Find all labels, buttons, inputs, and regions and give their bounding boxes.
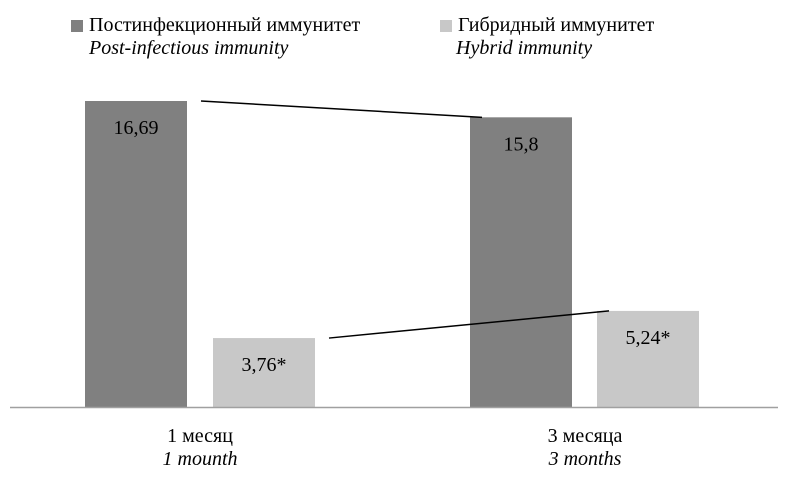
bar-2-2: [597, 310, 699, 407]
bar-1-2: [470, 117, 572, 407]
trend-line-1: [200, 100, 483, 119]
legend-series-1: Постинфекционный иммунитет Post-infectio…: [71, 14, 360, 60]
data-label-2-2: 5,24*: [626, 327, 671, 349]
data-label-1-2: 15,8: [504, 133, 539, 155]
bar-2-1: [213, 338, 315, 407]
legend-series-2: Гибридный иммунитет Hybrid immunity: [440, 14, 654, 60]
legend-swatch-1: [71, 19, 83, 32]
category-label-2-sub: 3 months: [548, 448, 622, 470]
legend-label-1: Постинфекционный иммунитет: [89, 14, 361, 36]
category-label-2-main: 3 месяца: [547, 425, 623, 447]
category-label-1-main: 1 месяц: [167, 425, 233, 447]
category-label-1: 1 месяц 1 mounth: [163, 425, 238, 471]
legend-swatch-2: [440, 19, 452, 32]
data-label-2-1: 3,76*: [242, 354, 287, 376]
data-label-1-1: 16,69: [114, 117, 159, 139]
legend-sublabel-1: Post-infectious immunity: [89, 37, 289, 59]
legend-label-2: Гибридный иммунитет: [458, 14, 655, 36]
category-label-1-sub: 1 mounth: [162, 448, 238, 470]
bar-1-1: [85, 101, 187, 407]
category-label-2: 3 месяца 3 months: [548, 425, 623, 471]
trend-line-2: [328, 310, 610, 339]
legend-sublabel-2: Hybrid immunity: [456, 37, 593, 59]
